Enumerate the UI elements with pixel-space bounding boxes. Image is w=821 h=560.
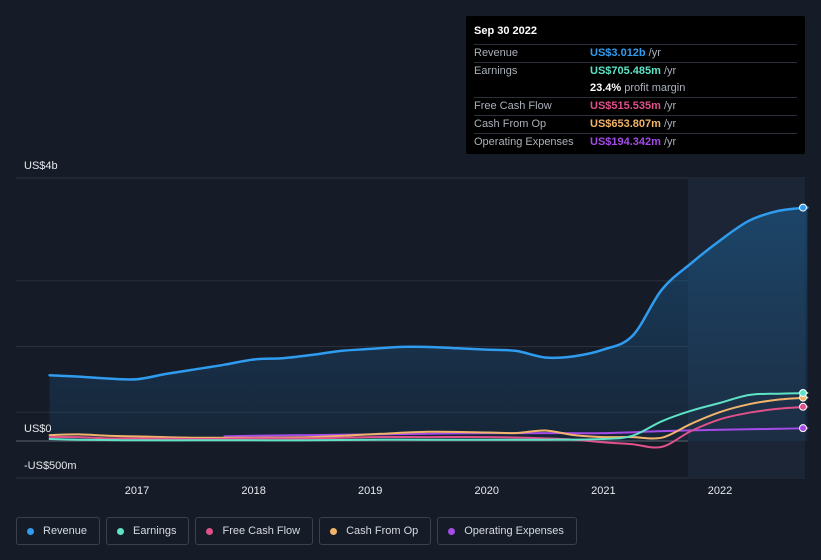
revenue-area bbox=[49, 207, 808, 441]
tooltip-row-unit: /yr bbox=[663, 118, 677, 130]
legend-label: Revenue bbox=[43, 525, 88, 537]
tooltip-row: Free Cash Flow US$515.535m/yr bbox=[474, 97, 797, 115]
tooltip-row-label: Operating Expenses bbox=[474, 136, 574, 148]
tooltip-row-value: US$653.807m bbox=[590, 118, 661, 130]
free-cash-flow-endpoint bbox=[799, 402, 807, 411]
legend-dot-icon bbox=[117, 527, 125, 535]
tooltip-row-value: US$3.012b bbox=[590, 47, 646, 59]
x-tick-label: 2021 bbox=[591, 485, 616, 497]
tooltip-row-unit: /yr bbox=[663, 136, 677, 148]
operating-expenses-endpoint bbox=[799, 424, 807, 433]
legend-dot-icon bbox=[330, 527, 338, 535]
tooltip-row: Operating Expenses US$194.342m/yr bbox=[474, 133, 797, 151]
tooltip-row-label: Cash From Op bbox=[474, 118, 547, 130]
y-axis-top-label: US$4b bbox=[24, 160, 58, 172]
legend-item-earnings[interactable]: Earnings bbox=[106, 517, 190, 545]
earnings-line bbox=[48, 392, 809, 442]
legend-item-revenue[interactable]: Revenue bbox=[16, 517, 101, 545]
tooltip-row: Cash From Op US$653.807m/yr bbox=[474, 115, 797, 133]
tooltip-row-label: Revenue bbox=[474, 47, 519, 59]
legend-dot-icon bbox=[27, 527, 34, 535]
legend-label: Operating Expenses bbox=[464, 525, 564, 537]
y-axis-bottom-label: -US$500m bbox=[24, 460, 77, 472]
tooltip-row: Revenue US$3.012b/yr bbox=[474, 44, 797, 62]
x-tick-label: 2018 bbox=[241, 485, 266, 497]
data-tooltip: Sep 30 2022 Revenue US$3.012b/yr Earnings U… bbox=[466, 16, 805, 154]
free-cash-flow-line bbox=[48, 405, 809, 449]
y-axis-zero-label: US$0 bbox=[24, 423, 52, 435]
legend-item-operating-expenses[interactable]: Operating Expenses bbox=[437, 517, 577, 545]
tooltip-row-value: US$705.485m bbox=[590, 65, 661, 77]
tooltip-row-unit: profit margin bbox=[624, 82, 686, 94]
x-tick-label: 2017 bbox=[124, 485, 150, 497]
legend-dot-icon bbox=[448, 527, 456, 535]
revenue-endpoint bbox=[799, 203, 807, 212]
x-tick-label: 2019 bbox=[357, 485, 383, 497]
tooltip-row-unit: /yr bbox=[663, 100, 677, 112]
tooltip-row: Earnings US$705.485m/yr bbox=[474, 62, 797, 80]
legend-dot-icon bbox=[206, 527, 214, 535]
legend-label: Free Cash Flow bbox=[222, 525, 301, 537]
chart-legend: Revenue Earnings Free Cash Flow Cash From O… bbox=[16, 517, 583, 545]
legend-item-free-cash-flow[interactable]: Free Cash Flow bbox=[195, 517, 314, 545]
tooltip-row-value: 23.4% bbox=[590, 82, 622, 94]
x-tick-label: 2020 bbox=[474, 485, 500, 497]
tooltip-row-value: US$194.342m bbox=[590, 136, 661, 148]
tooltip-date: Sep 30 2022 bbox=[474, 25, 537, 37]
cash-from-op-line bbox=[48, 396, 809, 440]
tooltip-row-label bbox=[474, 80, 590, 97]
tooltip-row: 23.4% profit margin bbox=[474, 80, 797, 97]
tooltip-row-unit: /yr bbox=[648, 47, 661, 59]
legend-label: Earnings bbox=[133, 525, 177, 537]
tooltip-row-value: US$515.535m bbox=[590, 100, 661, 112]
revenue-line bbox=[48, 206, 809, 381]
legend-item-cash-from-op[interactable]: Cash From Op bbox=[319, 517, 432, 545]
tooltip-row-label: Earnings bbox=[474, 65, 518, 77]
tooltip-row-label: Free Cash Flow bbox=[474, 100, 552, 112]
earnings-endpoint bbox=[799, 389, 807, 398]
tooltip-row-unit: /yr bbox=[663, 65, 677, 77]
x-tick-label: 2022 bbox=[707, 485, 733, 497]
legend-label: Cash From Op bbox=[346, 525, 419, 537]
